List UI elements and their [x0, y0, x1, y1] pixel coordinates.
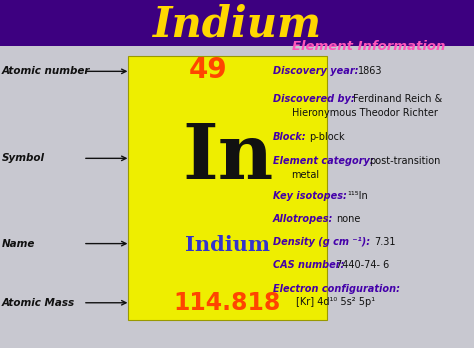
Text: In: In [182, 121, 273, 195]
Text: Name: Name [1, 239, 35, 248]
Text: 1863: 1863 [358, 66, 383, 76]
Text: ¹¹⁵In: ¹¹⁵In [347, 191, 368, 201]
Text: Discovery year:: Discovery year: [273, 66, 358, 76]
Text: Discovered by:: Discovered by: [273, 94, 354, 104]
Bar [128, 56, 327, 320]
Text: Element category:: Element category: [273, 156, 374, 166]
Text: Allotropes:: Allotropes: [273, 214, 333, 224]
Bar [0, 0, 474, 46]
Text: Atomic Mass: Atomic Mass [1, 298, 74, 308]
Text: p-block: p-block [309, 132, 345, 142]
Text: post-transition: post-transition [369, 156, 440, 166]
Text: Indium: Indium [185, 235, 270, 255]
Text: none: none [336, 214, 361, 224]
Text: Block:: Block: [273, 132, 306, 142]
Text: [Kr] 4d¹⁰ 5s² 5p¹: [Kr] 4d¹⁰ 5s² 5p¹ [296, 297, 375, 307]
Text: metal: metal [292, 170, 319, 180]
Text: 7.31: 7.31 [374, 237, 396, 247]
Text: 49: 49 [189, 56, 228, 84]
Text: Key isotopes:: Key isotopes: [273, 191, 346, 201]
Text: Element Information: Element Information [292, 40, 445, 53]
Text: 114.818: 114.818 [174, 291, 281, 315]
Text: CAS number:: CAS number: [273, 260, 344, 270]
Text: Electron configuration:: Electron configuration: [273, 284, 400, 294]
Text: Atomic number: Atomic number [1, 66, 90, 76]
Text: Indium: Indium [153, 3, 321, 45]
Text: 7440-74- 6: 7440-74- 6 [336, 260, 390, 270]
Text: Hieronymous Theodor Richter: Hieronymous Theodor Richter [292, 108, 438, 118]
Text: Symbol: Symbol [1, 153, 45, 163]
Text: Ferdinand Reich &: Ferdinand Reich & [353, 94, 442, 104]
Text: Density (g cm ⁻¹):: Density (g cm ⁻¹): [273, 237, 370, 247]
